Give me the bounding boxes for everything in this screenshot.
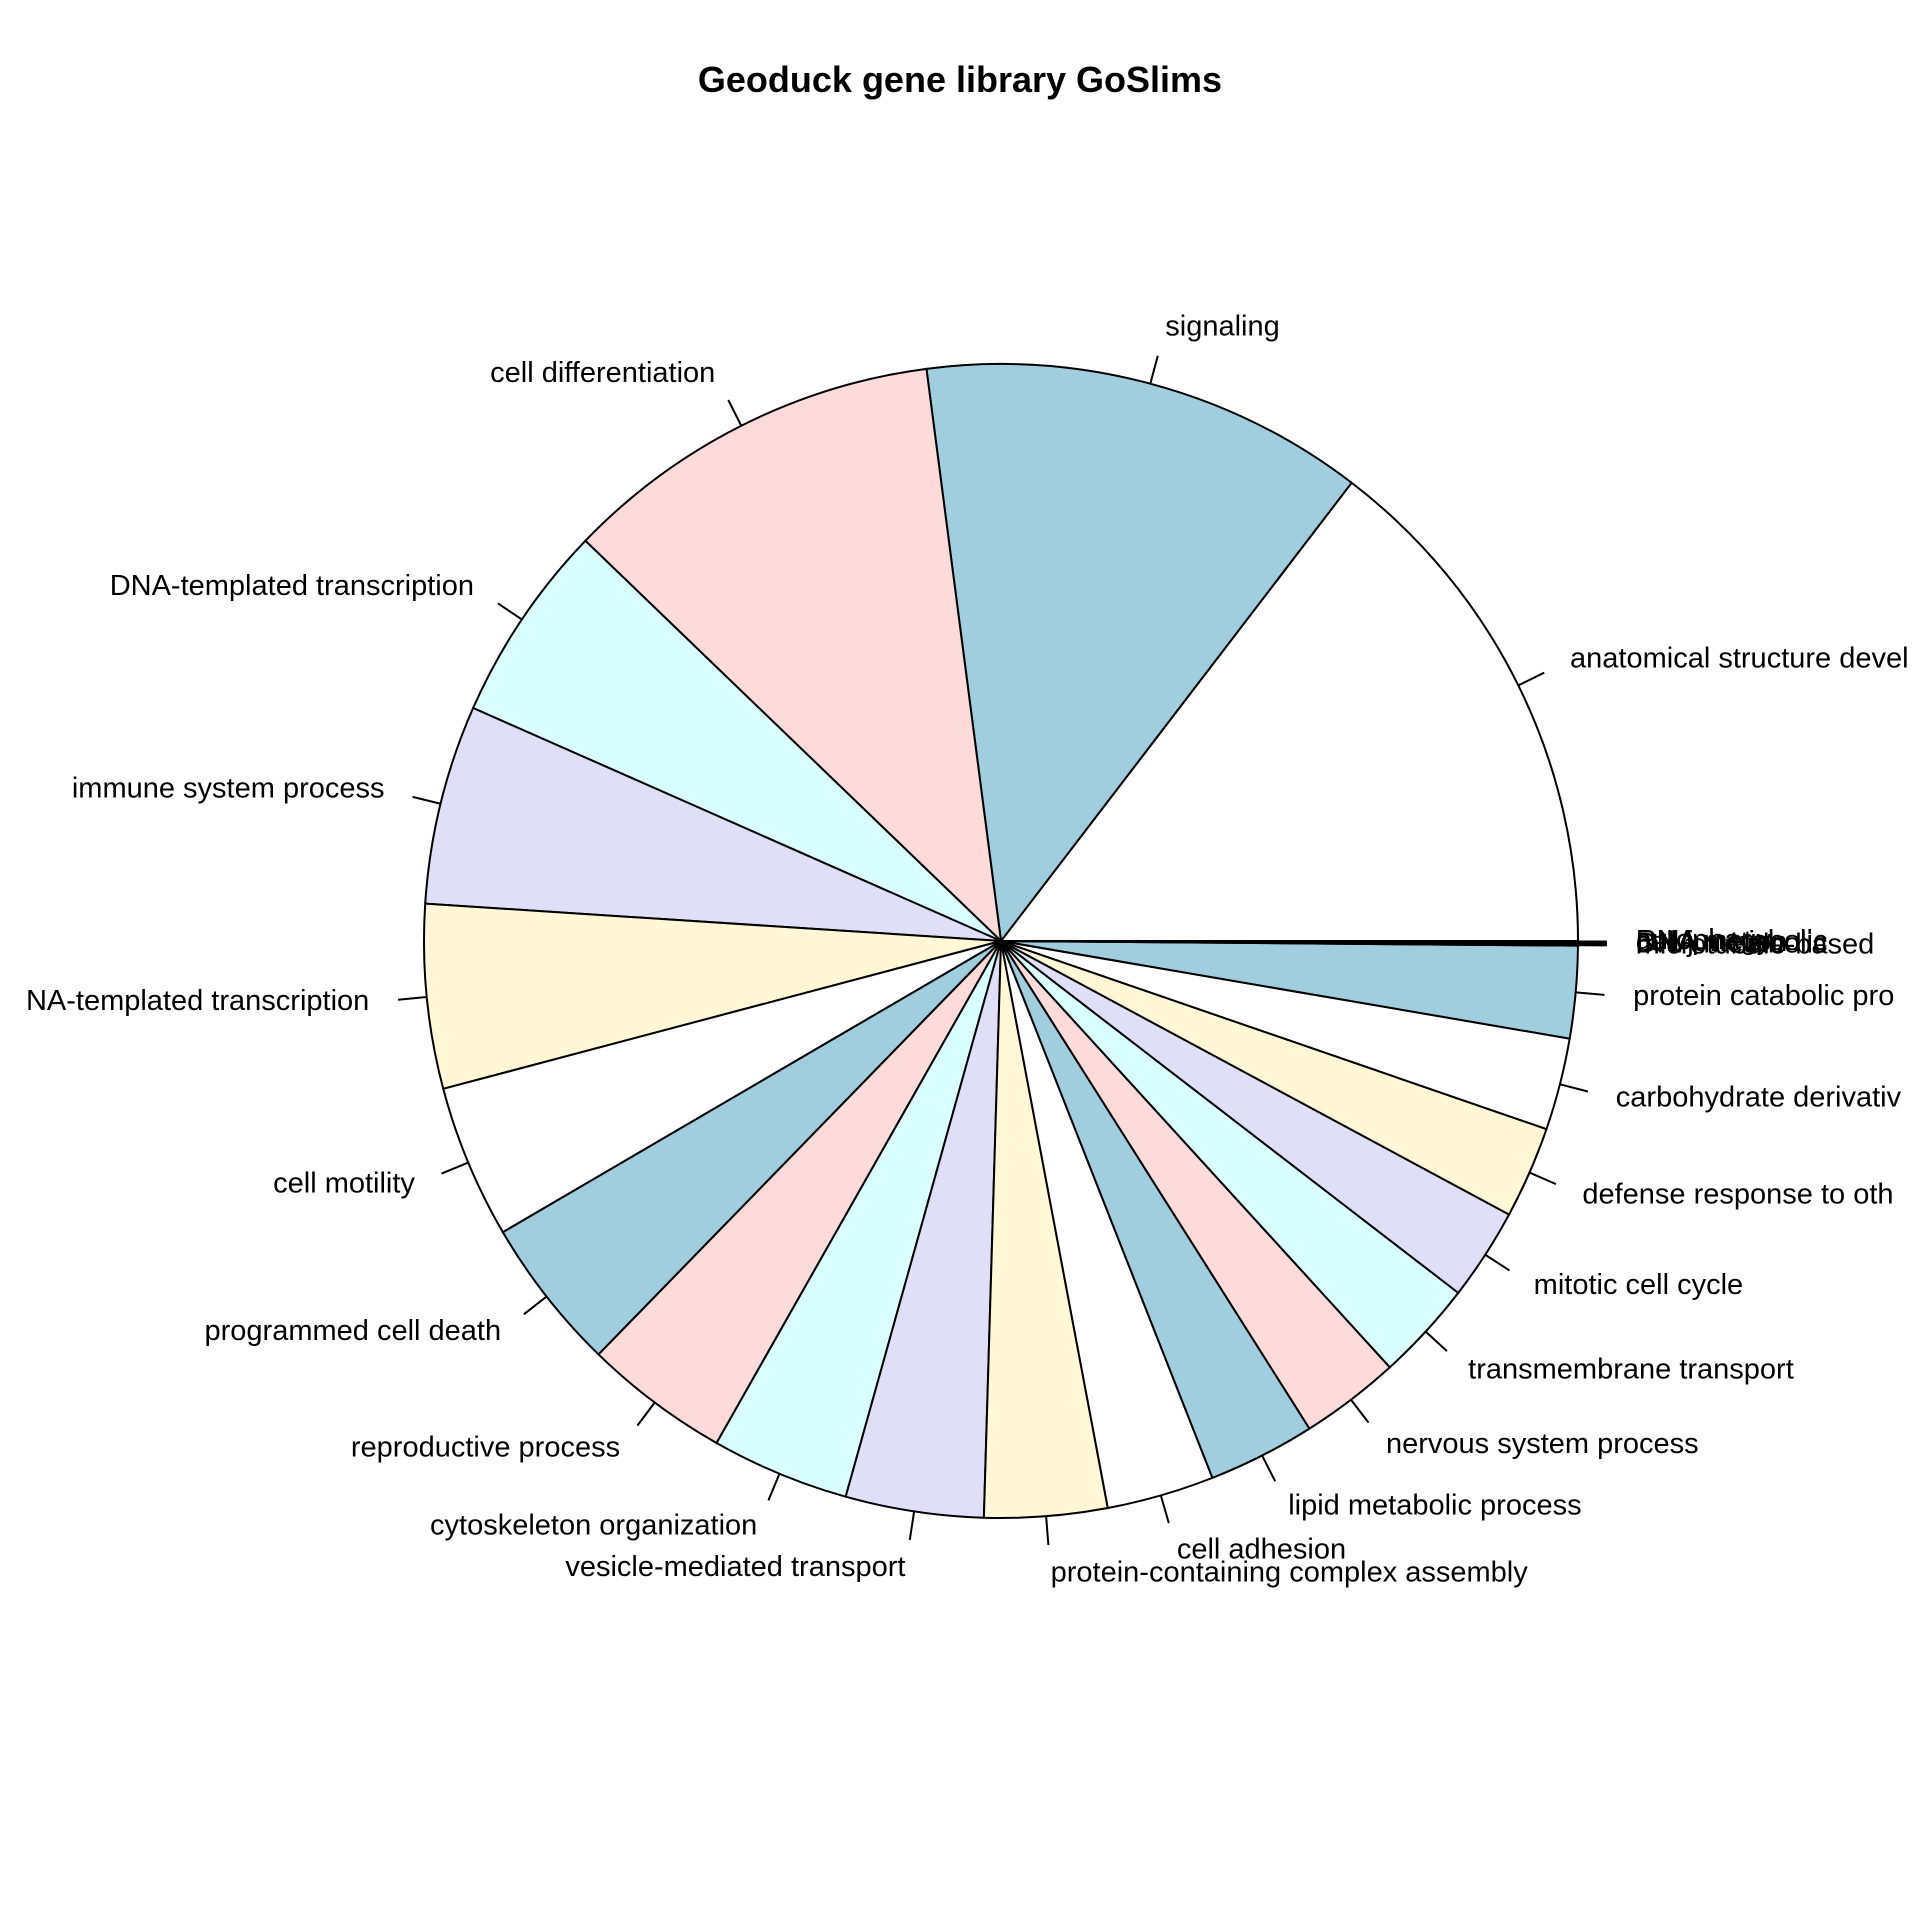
slice-label: defense response to oth (1582, 1178, 1893, 1210)
slice-label-tick (767, 1473, 781, 1501)
slice-label-tick (397, 995, 427, 1001)
slice-label: protein catabolic pro (1633, 980, 1894, 1012)
slice-label-tick (1045, 1516, 1050, 1546)
slice-label: DNA metabolic (1636, 927, 1828, 959)
slice-label: cell adhesion (1177, 1534, 1346, 1566)
pie-slice (424, 706, 1002, 942)
slice-label: NA-templated transcription (26, 985, 369, 1017)
pie-slice (471, 539, 1002, 942)
slice-label: nervous system process (1386, 1428, 1699, 1460)
slice-label: lipid metabolic process (1288, 1490, 1581, 1522)
slice-label-tick (1559, 1083, 1589, 1093)
chart-title: Geoduck gene library GoSlims (698, 59, 1222, 100)
slice-label: microtubule-based (1636, 928, 1875, 960)
slice-label: reproductive process (351, 1431, 620, 1463)
slice-label-tick (1350, 1399, 1370, 1424)
slice-label: cell junction (1636, 926, 1788, 958)
slice-label: mitotic cell cycle (1534, 1269, 1744, 1301)
slice-label-tick (908, 1511, 916, 1541)
pie-slice (1000, 940, 1580, 943)
slice-label-tick (727, 399, 743, 427)
slice-label-tick (1261, 1455, 1277, 1482)
pie-slice (925, 363, 1354, 944)
slice-label-tick (1149, 355, 1159, 384)
slice-label-tick (1517, 671, 1545, 687)
slice-label: cell motility (273, 1167, 415, 1199)
slice-label: signaling (1165, 311, 1279, 343)
slice-label-tick (1529, 1171, 1557, 1186)
slice-label-tick (1484, 1253, 1511, 1272)
slice-label-tick (441, 1161, 469, 1175)
slice-label-tick (1425, 1330, 1448, 1352)
slice-label-tick (412, 795, 441, 805)
slice-label-tick (1159, 1495, 1170, 1524)
slice-label: anatomical structure devel (1570, 643, 1909, 675)
pie-slice (998, 481, 1580, 942)
slice-label: protein-containing complex assembly (1051, 1556, 1529, 1588)
label-ticks-layer (397, 355, 1607, 1546)
slice-label-tick (636, 1401, 656, 1427)
slice-label: cell differentiation (490, 357, 715, 389)
slice-label-tick (523, 1295, 548, 1316)
slice-label: vesicle-mediated transport (565, 1551, 905, 1583)
slice-labels-layer: anatomical structure devel signaling cell … (26, 311, 1909, 1589)
slice-label: carbohydrate derivativ (1616, 1081, 1902, 1113)
slices-layer (423, 363, 1580, 1520)
slice-label: RNA metabolic (1636, 925, 1828, 957)
slice-label: transmembrane transport (1468, 1353, 1794, 1385)
slice-label: autophagy (1636, 924, 1772, 956)
pie-slice (583, 367, 1003, 944)
slice-label: DNA-templated transcription (110, 570, 474, 602)
slice-label: cytoskeleton organization (430, 1510, 757, 1542)
slice-label-tick (1575, 991, 1605, 996)
slice-label: programmed cell death (205, 1315, 502, 1347)
slice-label-tick (497, 602, 523, 621)
pie-slice (423, 902, 1002, 1091)
slice-label: immune system process (72, 773, 385, 805)
